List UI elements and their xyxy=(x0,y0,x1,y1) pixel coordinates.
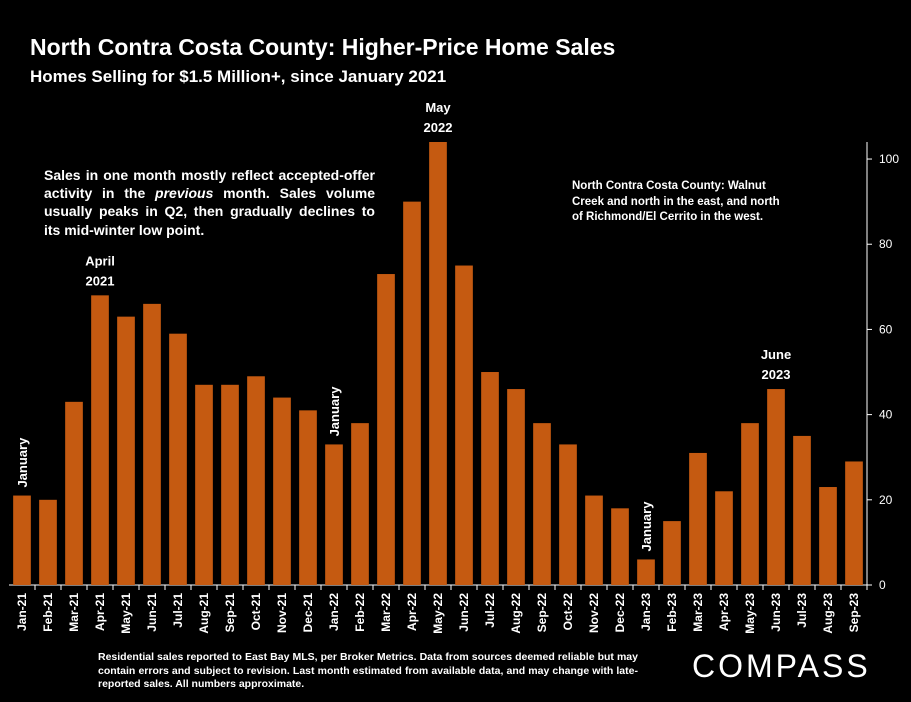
bar-Jun-23 xyxy=(767,389,785,585)
bar-Sep-21 xyxy=(221,384,239,585)
bar-Feb-23 xyxy=(663,521,681,585)
x-tick-label: Aug-22 xyxy=(509,593,523,634)
bar-May-21 xyxy=(117,316,135,585)
bar-Apr-23 xyxy=(715,491,733,585)
bar-Nov-21 xyxy=(273,397,291,585)
bar-Jan-23 xyxy=(637,559,655,585)
bar-Jul-22 xyxy=(481,372,499,585)
x-tick-label: Feb-23 xyxy=(665,593,679,632)
x-tick-label: Jan-22 xyxy=(327,593,341,631)
x-tick-label: Jun-21 xyxy=(145,593,159,632)
x-tick-label: Jul-22 xyxy=(483,593,497,628)
annotation-label: January xyxy=(327,386,342,437)
bar-Sep-22 xyxy=(533,423,551,585)
x-tick-label: Dec-22 xyxy=(613,593,627,633)
x-tick-label: May-22 xyxy=(431,593,445,634)
seasonality-note-text-1: Sales in one month mostly reflect accept… xyxy=(44,167,375,202)
seasonality-note: Sales in one month mostly reflect accept… xyxy=(44,166,375,239)
x-tick-label: Nov-21 xyxy=(275,593,289,633)
x-tick-label: Aug-23 xyxy=(821,593,835,634)
bar-Oct-21 xyxy=(247,376,265,585)
bar-Mar-23 xyxy=(689,452,707,585)
annotation-label: 2023 xyxy=(762,367,791,382)
bar-Dec-21 xyxy=(299,410,317,585)
source-footnote: Residential sales reported to East Bay M… xyxy=(98,651,638,691)
bar-Jun-21 xyxy=(143,303,161,585)
compass-logo: COMPASS xyxy=(692,648,871,684)
x-tick-label: Apr-23 xyxy=(717,593,731,631)
annotation-label: January xyxy=(15,437,30,488)
bar-Oct-22 xyxy=(559,444,577,585)
bar-Feb-21 xyxy=(39,499,57,585)
bar-Mar-22 xyxy=(377,274,395,585)
chart-subtitle: Homes Selling for $1.5 Million+, since J… xyxy=(30,67,447,86)
x-tick-label: Jul-21 xyxy=(171,593,185,628)
y-tick-label: 40 xyxy=(879,408,893,422)
annotation-label: May xyxy=(425,100,451,115)
y-tick-label: 0 xyxy=(879,578,886,592)
bar-Dec-22 xyxy=(611,508,629,585)
bar-Apr-22 xyxy=(403,201,421,585)
seasonality-note-text-2: month. Sales volume usually peaks in Q2,… xyxy=(44,185,375,238)
bar-Mar-21 xyxy=(65,401,83,585)
x-tick-label: Jul-23 xyxy=(795,593,809,628)
annotation-label: June xyxy=(761,347,791,362)
x-tick-label: Aug-21 xyxy=(197,593,211,634)
x-tick-label: Oct-22 xyxy=(561,593,575,631)
y-tick-label: 60 xyxy=(879,322,893,336)
x-tick-label: Sep-22 xyxy=(535,593,549,633)
bar-Aug-22 xyxy=(507,389,525,585)
annotation-label: 2022 xyxy=(424,120,453,135)
bar-Sep-23 xyxy=(845,461,863,585)
region-note: North Contra Costa County: Walnut Creek … xyxy=(572,180,780,224)
bar-Jan-21 xyxy=(13,495,31,585)
x-tick-label: Nov-22 xyxy=(587,593,601,633)
x-tick-label: May-23 xyxy=(743,593,757,634)
bar-Aug-23 xyxy=(819,487,837,585)
x-tick-label: Oct-21 xyxy=(249,593,263,631)
x-tick-label: Jun-22 xyxy=(457,593,471,632)
x-tick-label: May-21 xyxy=(119,593,133,634)
y-tick-label: 100 xyxy=(879,152,899,166)
x-tick-label: Feb-22 xyxy=(353,593,367,632)
x-tick-label: Jan-21 xyxy=(15,593,29,631)
bar-Jan-22 xyxy=(325,444,343,585)
x-tick-label: Sep-21 xyxy=(223,593,237,633)
bar-Jul-23 xyxy=(793,435,811,585)
seasonality-note-italic: previous xyxy=(155,185,214,202)
bar-May-23 xyxy=(741,423,759,585)
annotation-label: January xyxy=(639,501,654,552)
bar-Apr-21 xyxy=(91,295,109,585)
x-tick-label: Mar-23 xyxy=(691,593,705,632)
y-tick-label: 80 xyxy=(879,237,893,251)
bar-Jul-21 xyxy=(169,333,187,585)
bar-Jun-22 xyxy=(455,265,473,585)
annotation-label: 2021 xyxy=(86,273,115,288)
x-tick-label: Apr-22 xyxy=(405,593,419,631)
bar-May-22 xyxy=(429,142,447,585)
x-tick-label: Apr-21 xyxy=(93,593,107,631)
x-tick-label: Jun-23 xyxy=(769,593,783,632)
y-tick-label: 20 xyxy=(879,493,893,507)
chart-title: North Contra Costa County: Higher-Price … xyxy=(30,34,616,60)
x-tick-label: Feb-21 xyxy=(41,593,55,632)
x-tick-label: Sep-23 xyxy=(847,593,861,633)
x-tick-label: Dec-21 xyxy=(301,593,315,633)
bar-Aug-21 xyxy=(195,384,213,585)
x-tick-label: Jan-23 xyxy=(639,593,653,631)
annotation-label: April xyxy=(85,253,115,268)
x-tick-label: Mar-21 xyxy=(67,593,81,632)
bar-Feb-22 xyxy=(351,423,369,585)
x-tick-label: Mar-22 xyxy=(379,593,393,632)
bar-Nov-22 xyxy=(585,495,603,585)
